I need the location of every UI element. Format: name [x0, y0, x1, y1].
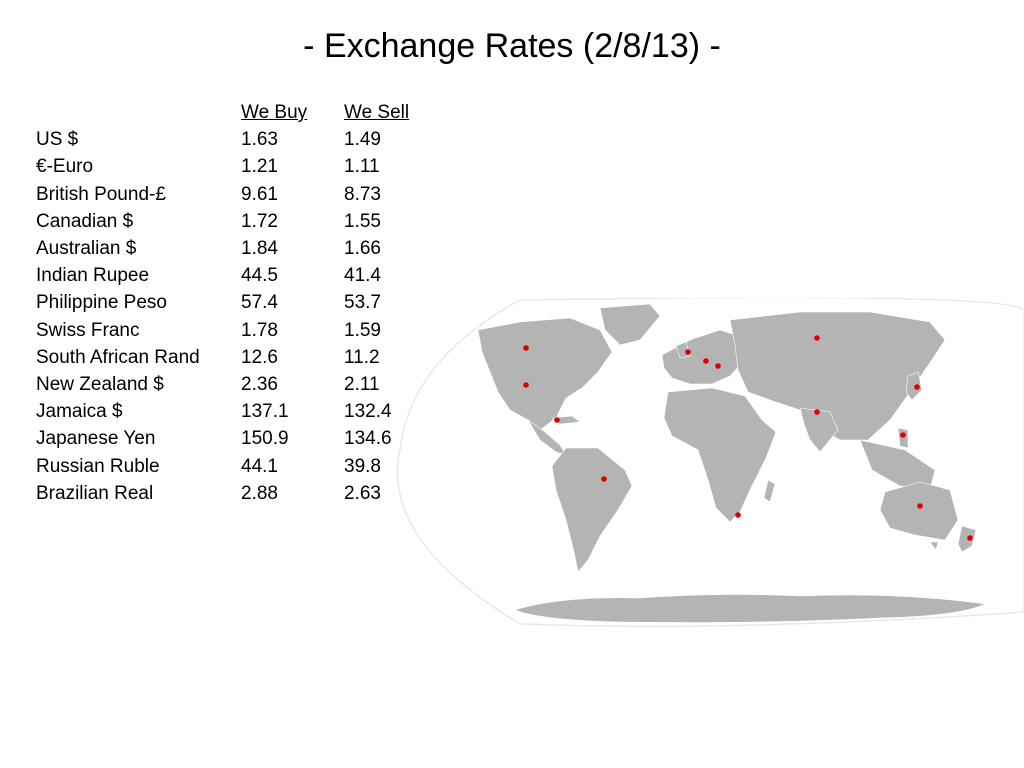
marker-new-zealand: [967, 535, 973, 541]
buy-rate: 1.21: [241, 156, 278, 178]
currency-name: British Pound-£: [36, 183, 166, 205]
currency-header: [32, 99, 241, 126]
table-row: British Pound-£ 9.61 8.73: [32, 181, 424, 208]
sell-rate: 11.2: [344, 346, 380, 368]
world-map-icon: [396, 298, 1024, 628]
africa-shape: [663, 387, 777, 523]
currency-name: Swiss Franc: [36, 319, 140, 341]
antarctica-shape: [514, 594, 987, 623]
buy-rate: 2.88: [241, 482, 278, 504]
we-sell-header: We Sell: [344, 102, 410, 124]
sell-rate: 2.11: [344, 373, 380, 395]
page-title: - Exchange Rates (2/8/13) -: [303, 27, 721, 65]
globe-outline: [396, 298, 1024, 628]
marker-japan: [914, 384, 920, 390]
table-row: Indian Rupee 44.5 41.4: [32, 262, 424, 289]
buy-rate: 44.1: [241, 455, 278, 477]
buy-rate: 1.72: [241, 210, 278, 232]
marker-south-africa: [735, 512, 741, 518]
sell-rate: 1.66: [344, 238, 381, 260]
sell-rate: 2.63: [344, 482, 381, 504]
table-row: Japanese Yen 150.9 134.6: [32, 425, 424, 452]
currency-name: €-Euro: [36, 156, 94, 178]
marker-philippines: [900, 432, 906, 438]
currency-name: Indian Rupee: [36, 265, 150, 287]
table-row: Canadian $ 1.72 1.55: [32, 208, 424, 235]
buy-rate: 44.5: [241, 265, 278, 287]
sell-rate: 132.4: [344, 401, 392, 423]
marker-russia: [814, 335, 820, 341]
table-row: Jamaica $ 137.1 132.4: [32, 398, 424, 425]
marker-brazil: [601, 476, 607, 482]
currency-name: Australian $: [36, 238, 137, 260]
table-row: Brazilian Real 2.88 2.63: [32, 480, 424, 507]
table-row: South African Rand 12.6 11.2: [32, 344, 424, 371]
marker-usa: [523, 382, 529, 388]
europe-shape: [661, 329, 746, 385]
city-markers: [523, 335, 973, 541]
asia-shape: [729, 311, 946, 441]
sell-rate: 1.59: [344, 319, 381, 341]
sell-rate: 41.4: [344, 265, 381, 287]
north-america-shape: [477, 317, 613, 431]
tasmania-shape: [929, 541, 939, 551]
india-shape: [799, 407, 839, 453]
marker-jamaica: [554, 417, 560, 423]
buy-rate: 9.61: [241, 183, 278, 205]
table-header-row: We Buy We Sell: [32, 99, 424, 126]
marker-canada: [523, 345, 529, 351]
sell-rate: 53.7: [344, 292, 381, 314]
marker-uk: [685, 349, 691, 355]
currency-name: New Zealand $: [36, 373, 164, 395]
south-america-shape: [551, 447, 633, 573]
currency-name: Philippine Peso: [36, 292, 167, 314]
marker-switzerland: [715, 363, 721, 369]
madagascar-shape: [763, 479, 776, 503]
philippines-shape: [897, 427, 909, 449]
table-row: Australian $ 1.84 1.66: [32, 235, 424, 262]
sell-rate: 1.55: [344, 210, 381, 232]
currency-name: Jamaica $: [36, 401, 123, 423]
buy-rate: 57.4: [241, 292, 278, 314]
australia-shape: [879, 481, 959, 541]
buy-rate: 2.36: [241, 373, 278, 395]
currency-name: Japanese Yen: [36, 428, 156, 450]
marker-australia: [917, 503, 923, 509]
buy-rate: 150.9: [241, 428, 289, 450]
table-row: €-Euro 1.21 1.11: [32, 153, 424, 180]
table-row: Russian Ruble 44.1 39.8: [32, 452, 424, 479]
table-row: New Zealand $ 2.36 2.11: [32, 371, 424, 398]
sell-rate: 134.6: [344, 428, 392, 450]
japan-shape: [905, 371, 923, 401]
table-row: Swiss Franc 1.78 1.59: [32, 317, 424, 344]
new-zealand-shape: [957, 525, 977, 553]
central-america-shape: [527, 419, 567, 456]
currency-name: Russian Ruble: [36, 455, 160, 477]
buy-rate: 137.1: [241, 401, 289, 423]
sell-rate: 1.49: [344, 129, 381, 151]
marker-india: [814, 409, 820, 415]
buy-rate: 1.78: [241, 319, 278, 341]
table-row: Philippine Peso 57.4 53.7: [32, 289, 424, 316]
southeast-asia-shape: [859, 439, 936, 491]
currency-name: US $: [36, 129, 79, 151]
buy-rate: 1.63: [241, 129, 278, 151]
we-buy-header: We Buy: [241, 102, 308, 124]
greenland-shape: [599, 303, 661, 346]
table-row: US $ 1.63 1.49: [32, 126, 424, 153]
marker-eurozone: [703, 358, 709, 364]
rate-rows: US $ 1.63 1.49 €-Euro 1.21 1.11 British Pound-…: [32, 126, 424, 507]
sell-rate: 1.11: [344, 156, 380, 178]
sell-rate: 8.73: [344, 183, 381, 205]
currency-name: Brazilian Real: [36, 482, 154, 504]
buy-rate: 1.84: [241, 238, 278, 260]
sell-rate: 39.8: [344, 455, 381, 477]
buy-rate: 12.6: [241, 346, 278, 368]
exchange-rates-table: We Buy We Sell US $ 1.63 1.49 €-Euro 1.21 1.1…: [32, 99, 424, 507]
currency-name: Canadian $: [36, 210, 134, 232]
currency-name: South African Rand: [36, 346, 200, 368]
